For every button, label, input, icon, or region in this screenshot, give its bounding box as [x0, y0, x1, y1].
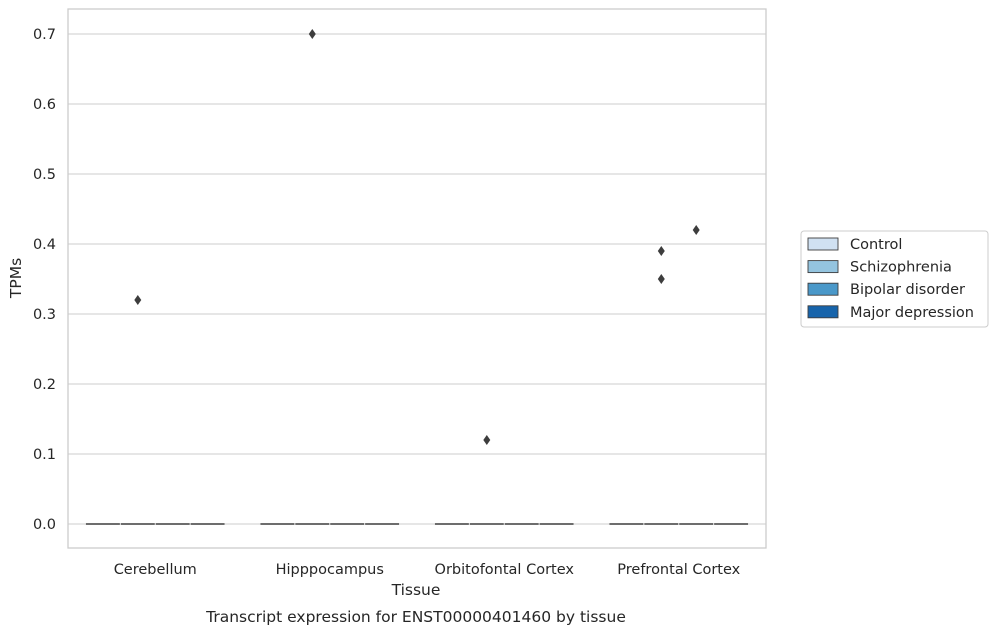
legend-swatch: [807, 260, 839, 274]
chart-caption: Transcript expression for ENST0000040146…: [205, 608, 626, 626]
y-tick-label: 0.5: [33, 167, 56, 183]
outlier-point: [483, 435, 491, 445]
x-tick-label: Prefrontal Cortex: [617, 562, 740, 578]
legend-label: Schizophrenia: [850, 260, 952, 276]
y-tick-labels: 0.0 0.1 0.2 0.3 0.4 0.5 0.6 0.7: [33, 27, 56, 533]
y-axis-label: TPMs: [7, 258, 25, 299]
y-tick-label: 0.3: [33, 307, 56, 323]
outlier-point: [657, 274, 665, 284]
x-tick-label: Cerebellum: [114, 562, 197, 578]
legend-swatch: [807, 305, 839, 319]
outlier-point: [692, 225, 700, 235]
legend-swatch: [807, 282, 839, 296]
x-axis-label: Tissue: [391, 581, 441, 599]
outlier-points: [134, 29, 700, 445]
legend-label: Bipolar disorder: [850, 282, 965, 298]
y-tick-label: 0.6: [33, 97, 56, 113]
x-tick-label: Orbitofontal Cortex: [435, 562, 575, 578]
x-tick-label: Hipppocampus: [276, 562, 384, 578]
legend: Control Schizophrenia Bipolar disorder Majo…: [800, 230, 989, 328]
y-tick-label: 0.1: [33, 447, 56, 463]
outlier-point: [308, 29, 316, 39]
outlier-point: [657, 246, 665, 256]
legend-frame: [800, 230, 989, 328]
y-tick-label: 0.7: [33, 27, 56, 43]
y-tick-label: 0.4: [33, 237, 56, 253]
y-tick-label: 0.2: [33, 377, 56, 393]
legend-swatch: [807, 237, 839, 251]
plot-area-frame: [67, 8, 767, 549]
legend-label: Major depression: [850, 305, 974, 321]
y-tick-label: 0.0: [33, 517, 56, 533]
x-tick-labels: Cerebellum Hipppocampus Orbitofontal Corte…: [114, 562, 741, 578]
grid-lines: [68, 33, 766, 525]
outlier-point: [134, 295, 142, 305]
legend-label: Control: [850, 237, 902, 253]
